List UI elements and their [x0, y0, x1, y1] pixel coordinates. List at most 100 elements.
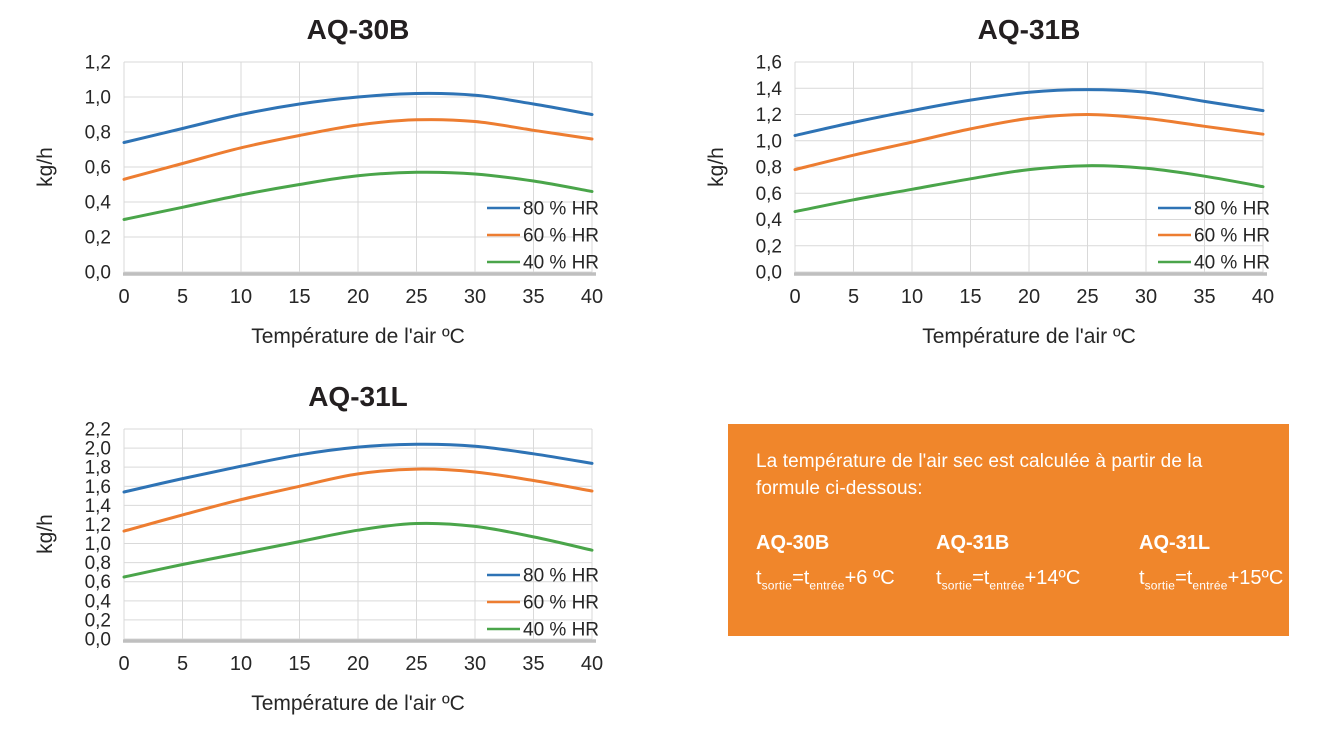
legend-label: 60 % HR [523, 593, 599, 614]
y-tick-label: 0,0 [85, 630, 111, 651]
info-cell: La température de l'air sec est calculée… [671, 367, 1342, 734]
x-tick-label: 25 [405, 653, 427, 675]
formula-sub-entree: entrée [809, 578, 845, 593]
y-tick-label: 1,8 [85, 458, 111, 479]
y-tick-label: 2,2 [85, 420, 111, 441]
series-line-green [122, 170, 594, 221]
y-tick-label: 0,2 [756, 236, 782, 257]
x-axis-title: Température de l'air ºC [922, 325, 1136, 348]
formula-mid: =t [1175, 567, 1193, 590]
y-axis-title: kg/h [34, 514, 57, 554]
chart-cell-aq-30b: 0,0 0,2 0,4 0,6 0,8 1,0 1,2 0 5 10 15 20 25 30 35 40 AQ-… [0, 0, 671, 367]
x-tick-label: 30 [1135, 286, 1157, 308]
legend-label: 40 % HR [523, 620, 599, 641]
formula-sub-sortie: sortie [941, 578, 973, 593]
x-tick-label: 5 [177, 286, 188, 308]
series-line-green [793, 164, 1265, 214]
y-tick-label: 0,8 [756, 158, 782, 179]
x-tick-label: 30 [464, 653, 486, 675]
formula-t-out: t [1139, 567, 1145, 590]
series-line-blue [122, 91, 594, 144]
y-tick-label: 1,4 [756, 79, 783, 100]
model-formula: tsortie=tentrée+15ºC [1139, 567, 1283, 592]
x-tick-label: 40 [1252, 286, 1274, 308]
y-tick-label: 1,0 [85, 88, 111, 109]
x-tick-label: 20 [1018, 286, 1040, 308]
x-tick-label: 0 [118, 286, 129, 308]
formula-mid: =t [792, 567, 810, 590]
chart-aq-30b: 0,0 0,2 0,4 0,6 0,8 1,0 1,2 0 5 10 15 20 25 30 35 40 AQ-… [34, 14, 603, 348]
model-col-aq-31b: AQ-31B tsortie=tentrée+14ºC [936, 532, 1139, 592]
y-tick-label: 0,0 [756, 263, 782, 284]
model-name: AQ-31L [1139, 532, 1211, 555]
y-tick-label: 0,4 [85, 591, 112, 612]
x-tick-label: 35 [522, 286, 544, 308]
chart-aq-31b: 0,0 0,2 0,4 0,6 0,8 1,0 1,2 1,4 1,6 0 5 10 15 20 25 30 3… [705, 14, 1274, 348]
x-tick-label: 10 [901, 286, 923, 308]
series-line-orange [122, 467, 594, 533]
x-tick-label: 40 [581, 653, 603, 675]
x-tick-label: 10 [230, 653, 252, 675]
legend-label: 80 % HR [523, 199, 599, 220]
model-name: AQ-31B [936, 532, 1010, 555]
x-tick-label: 10 [230, 286, 252, 308]
legend-label: 60 % HR [523, 226, 599, 247]
x-tick-label: 20 [347, 286, 369, 308]
formula-mid: =t [972, 567, 990, 590]
x-tick-label: 5 [848, 286, 859, 308]
x-tick-label: 40 [581, 286, 603, 308]
y-tick-label: 0,0 [85, 263, 111, 284]
y-axis-title: kg/h [34, 147, 57, 187]
x-tick-label: 25 [1076, 286, 1098, 308]
formula-sub-sortie: sortie [761, 578, 793, 593]
x-tick-label: 0 [118, 653, 129, 675]
y-tick-label: 1,6 [85, 477, 111, 498]
x-tick-label: 35 [522, 653, 544, 675]
x-tick-label: 5 [177, 653, 188, 675]
chart-cell-aq-31b: 0,0 0,2 0,4 0,6 0,8 1,0 1,2 1,4 1,6 0 5 10 15 20 25 30 3… [671, 0, 1342, 367]
model-formula: tsortie=tentrée+6 ºC [756, 567, 936, 592]
y-tick-label: 0,6 [756, 184, 782, 205]
x-tick-label: 20 [347, 653, 369, 675]
y-tick-label: 1,4 [85, 496, 112, 517]
formula-suffix: +14ºC [1024, 567, 1081, 590]
y-tick-label: 1,2 [85, 515, 111, 536]
formula-sub-entree: entrée [1192, 578, 1228, 593]
model-col-aq-30b: AQ-30B tsortie=tentrée+6 ºC [756, 532, 936, 592]
formula-t-out: t [756, 567, 762, 590]
legend-label: 80 % HR [523, 566, 599, 587]
legend-label: 40 % HR [523, 253, 599, 274]
y-tick-label: 2,0 [85, 439, 111, 460]
y-tick-label: 0,4 [756, 210, 783, 231]
x-tick-label: 15 [959, 286, 981, 308]
x-axis-title: Température de l'air ºC [251, 325, 465, 348]
y-axis-title: kg/h [705, 147, 728, 187]
info-intro: La température de l'air sec est calculée… [756, 451, 1203, 499]
y-tick-label: 0,2 [85, 610, 111, 631]
series-line-orange [122, 118, 594, 181]
chart-title: AQ-30B [307, 14, 410, 45]
x-tick-label: 30 [464, 286, 486, 308]
y-tick-label: 1,0 [756, 131, 782, 152]
formula-info-box: La température de l'air sec est calculée… [728, 424, 1289, 636]
x-tick-label: 25 [405, 286, 427, 308]
chart-cell-aq-31l: 0,0 0,2 0,4 0,6 0,8 1,0 1,2 1,4 1,6 1,8 2,0 2,2 0 5 10… [0, 367, 671, 734]
y-tick-label: 1,2 [85, 53, 111, 74]
x-axis-title: Température de l'air ºC [251, 692, 465, 715]
y-tick-label: 1,0 [85, 534, 111, 555]
model-name: AQ-30B [756, 532, 830, 555]
y-tick-label: 1,2 [756, 105, 782, 126]
formula-t-out: t [936, 567, 942, 590]
legend-label: 60 % HR [1194, 226, 1270, 247]
x-tick-label: 0 [789, 286, 800, 308]
y-tick-label: 1,6 [756, 53, 782, 74]
series-line-green [122, 521, 594, 579]
series-line-blue [793, 88, 1265, 137]
formula-sub-entree: entrée [989, 578, 1025, 593]
formula-suffix: +6 ºC [844, 567, 895, 590]
model-formula: tsortie=tentrée+14ºC [936, 567, 1139, 592]
x-tick-label: 35 [1193, 286, 1215, 308]
y-tick-label: 0,4 [85, 193, 112, 214]
formula-suffix: +15ºC [1227, 567, 1284, 590]
